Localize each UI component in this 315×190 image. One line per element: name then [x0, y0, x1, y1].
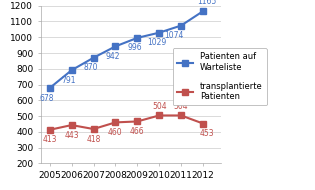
transplantierte
Patienten [201, 122, 205, 125]
transplantierte
Patienten [179, 114, 183, 117]
Line: Patienten auf
Warteliste: Patienten auf Warteliste [47, 8, 206, 91]
Text: 453: 453 [200, 129, 215, 138]
Patienten auf
Warteliste [157, 32, 161, 34]
Patienten auf
Warteliste [179, 25, 183, 27]
Text: 504: 504 [174, 101, 188, 111]
Patienten auf
Warteliste [135, 37, 139, 39]
Text: 443: 443 [64, 131, 79, 140]
Text: 791: 791 [61, 76, 76, 85]
Text: 1074: 1074 [164, 31, 184, 40]
transplantierte
Patienten [70, 124, 73, 126]
transplantierte
Patienten [48, 129, 52, 131]
Text: 678: 678 [40, 93, 54, 103]
transplantierte
Patienten [113, 121, 117, 124]
Line: transplantierte
Patienten: transplantierte Patienten [47, 113, 206, 133]
transplantierte
Patienten [135, 120, 139, 123]
Patienten auf
Warteliste [113, 45, 117, 48]
Patienten auf
Warteliste [70, 69, 73, 71]
Legend: Patienten auf
Warteliste, transplantierte
Patienten: Patienten auf Warteliste, transplantiert… [173, 48, 267, 105]
Text: 466: 466 [130, 127, 145, 136]
Text: 1165: 1165 [198, 0, 217, 6]
Text: 460: 460 [108, 128, 123, 137]
Text: 870: 870 [83, 63, 98, 72]
Text: 413: 413 [43, 135, 57, 144]
transplantierte
Patienten [92, 128, 95, 130]
transplantierte
Patienten [157, 114, 161, 117]
Text: 504: 504 [152, 101, 167, 111]
Patienten auf
Warteliste [48, 87, 52, 89]
Patienten auf
Warteliste [201, 10, 205, 12]
Text: 1029: 1029 [147, 38, 166, 47]
Text: 418: 418 [86, 135, 101, 143]
Patienten auf
Warteliste [92, 57, 95, 59]
Text: 996: 996 [127, 43, 142, 52]
Text: 942: 942 [106, 52, 120, 61]
